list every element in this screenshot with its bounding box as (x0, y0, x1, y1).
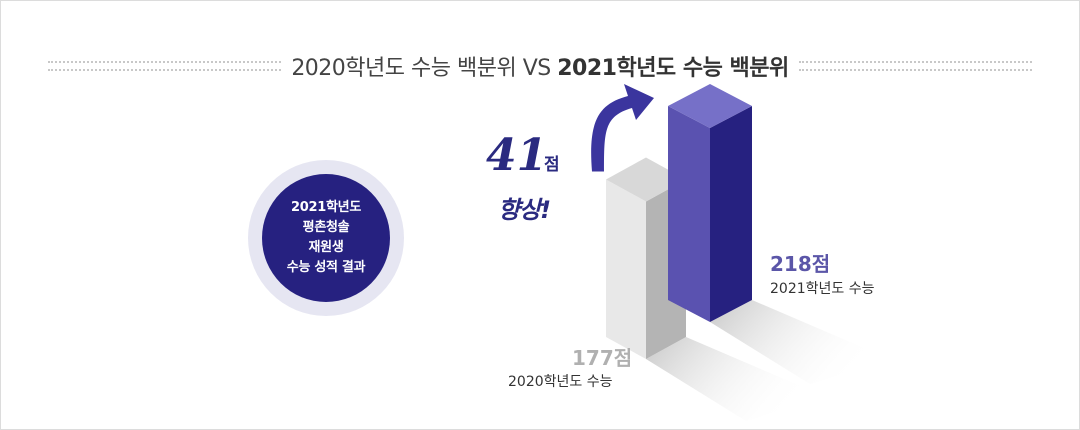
title-dots-left (48, 61, 282, 71)
bar-2021-shadow (710, 300, 892, 384)
badge-line-1: 2021학년도 (291, 200, 361, 215)
improvement-value: 41 (486, 130, 548, 181)
category-label-2021: 2021학년도 수능 (770, 281, 875, 297)
category-label-2020: 2020학년도 수능 (508, 374, 613, 390)
title-row: 2020학년도 수능 백분위 VS 2021학년도 수능 백분위 (48, 46, 1033, 86)
bar-2021-side-face (710, 105, 752, 322)
chart-title: 2020학년도 수능 백분위 VS 2021학년도 수능 백분위 (281, 50, 798, 82)
improvement-unit: 점 (544, 155, 560, 175)
title-part-2021: 2021학년도 수능 백분위 (557, 56, 789, 81)
result-badge: 2021학년도 평촌청솔 재원생 수능 성적 결과 (262, 174, 390, 302)
title-part-2020: 2020학년도 수능 백분위 VS (291, 56, 551, 81)
bar-2020-top-face (606, 157, 686, 202)
data-label-2021: 218점 (770, 252, 831, 276)
bar-2020-shadow (646, 337, 826, 421)
badge-line-2: 평촌청솔 (302, 220, 350, 235)
badge-line-3: 재원생 (308, 240, 344, 255)
bar-2021-top-face (668, 83, 752, 128)
badge-line-4: 수능 성적 결과 (286, 260, 366, 275)
improvement-text: 향상! (498, 196, 551, 224)
bar-2021-front-face (668, 105, 710, 322)
improvement-arrow (591, 83, 654, 172)
bar-2020-front-face (606, 179, 646, 359)
title-dots-right (798, 61, 1033, 71)
data-label-2020: 177점 (572, 346, 633, 370)
